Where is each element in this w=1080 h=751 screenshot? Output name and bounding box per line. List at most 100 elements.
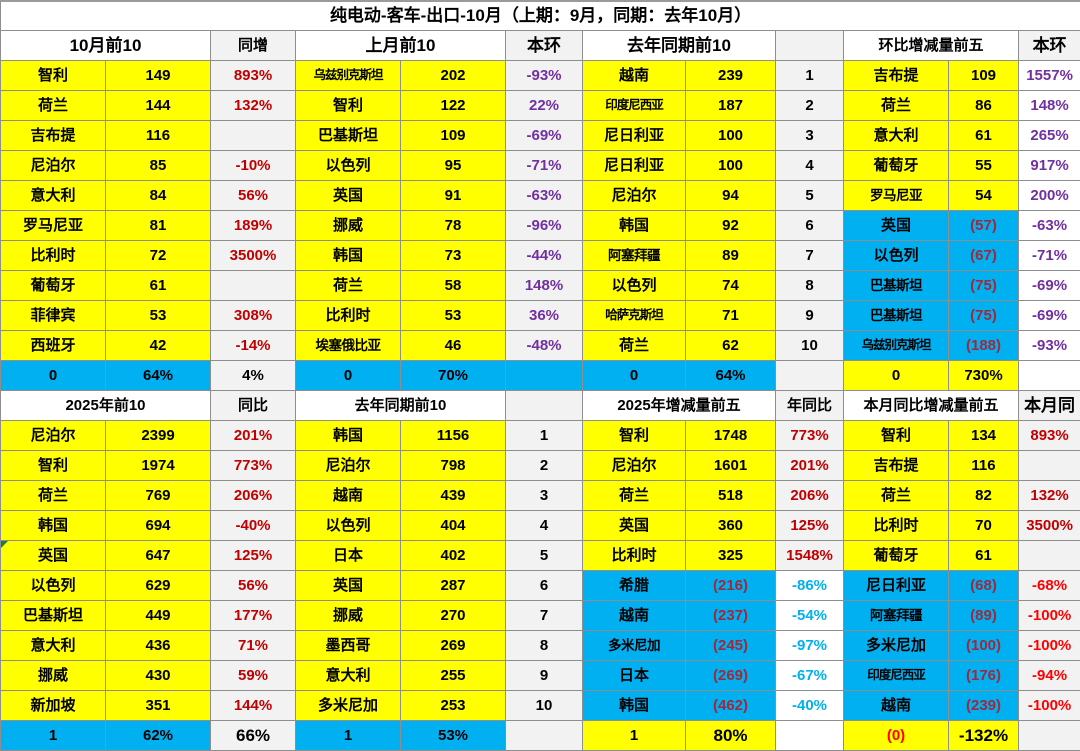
table-row: 巴基斯坦 449 177% 挪威 270 7 越南 (237) -54% 阿塞拜… xyxy=(1,601,1080,631)
total-cell: 53% xyxy=(401,721,506,751)
cell-percent: 206% xyxy=(211,481,296,511)
cell-value: (269) xyxy=(686,661,776,691)
cell-percent: 3500% xyxy=(1019,511,1080,541)
total-cell: 70% xyxy=(401,361,506,391)
cell-percent: -68% xyxy=(1019,571,1080,601)
table-row: 以色列 629 56% 英国 287 6 希腊 (216) -86% 尼日利亚 … xyxy=(1,571,1080,601)
cell-country: 吉布提 xyxy=(844,61,949,91)
cell-country: 巴基斯坦 xyxy=(296,121,401,151)
total-cell: 0 xyxy=(844,361,949,391)
cell-value: (89) xyxy=(949,601,1019,631)
total-cell: 4% xyxy=(211,361,296,391)
cell-percent: 132% xyxy=(211,91,296,121)
cell-percent: 3500% xyxy=(211,241,296,271)
cell-rank: 7 xyxy=(776,241,844,271)
header-month-top10: 10月前10 xyxy=(1,31,211,61)
cell-value: 100 xyxy=(686,121,776,151)
cell-value: (239) xyxy=(949,691,1019,721)
cell-value: 449 xyxy=(106,601,211,631)
cell-value: 187 xyxy=(686,91,776,121)
cell-country: 荷兰 xyxy=(583,331,686,361)
table-row: 尼泊尔 2399 201% 韩国 1156 1 智利 1748 773% 智利 … xyxy=(1,421,1080,451)
cell-percent: 893% xyxy=(1019,421,1080,451)
cell-country: 新加坡 xyxy=(1,691,106,721)
cell-value: 109 xyxy=(401,121,506,151)
header-yoy: 同比 xyxy=(211,391,296,421)
cell-value: 269 xyxy=(401,631,506,661)
cell-country: 罗马尼亚 xyxy=(1,211,106,241)
cell-percent: 56% xyxy=(211,181,296,211)
cell-country: 越南 xyxy=(583,601,686,631)
cell-country: 韩国 xyxy=(583,211,686,241)
cell-country: 西班牙 xyxy=(1,331,106,361)
cell-country: 智利 xyxy=(1,451,106,481)
cell-country: 越南 xyxy=(296,481,401,511)
cell-value: 70 xyxy=(949,511,1019,541)
cell-value: 62 xyxy=(686,331,776,361)
cell-country: 墨西哥 xyxy=(296,631,401,661)
header-year-delta-top5: 2025年增减量前五 xyxy=(583,391,776,421)
cell-value: 53 xyxy=(401,301,506,331)
total-cell: 64% xyxy=(686,361,776,391)
cell-rank: 3 xyxy=(776,121,844,151)
cell-value: 325 xyxy=(686,541,776,571)
cell-country: 吉布提 xyxy=(1,121,106,151)
cell-rank: 5 xyxy=(776,181,844,211)
total-cell: 66% xyxy=(211,721,296,751)
cell-value: 518 xyxy=(686,481,776,511)
cell-value: 351 xyxy=(106,691,211,721)
cell-percent: 773% xyxy=(211,451,296,481)
cell-value: (462) xyxy=(686,691,776,721)
total-cell: 0 xyxy=(1,361,106,391)
cell-value: (216) xyxy=(686,571,776,601)
total-cell: 1 xyxy=(296,721,401,751)
cell-value: 439 xyxy=(401,481,506,511)
cell-value: (237) xyxy=(686,601,776,631)
cell-rank: 9 xyxy=(506,661,583,691)
cell-country: 挪威 xyxy=(1,661,106,691)
cell-percent: -69% xyxy=(506,121,583,151)
cell-country: 以色列 xyxy=(1,571,106,601)
cell-country: 荷兰 xyxy=(583,481,686,511)
cell-rank: 1 xyxy=(776,61,844,91)
cell-country: 韩国 xyxy=(296,241,401,271)
cell-country: 以色列 xyxy=(296,151,401,181)
cell-value: 694 xyxy=(106,511,211,541)
cell-percent: 200% xyxy=(1019,181,1080,211)
table-row: 荷兰 144 132% 智利 122 22% 印度尼西亚 187 2 荷兰 86… xyxy=(1,91,1080,121)
cell-rank: 2 xyxy=(776,91,844,121)
cell-rank: 6 xyxy=(506,571,583,601)
cell-country: 印度尼西亚 xyxy=(844,661,949,691)
cell-percent: 132% xyxy=(1019,481,1080,511)
cell-percent: 773% xyxy=(776,421,844,451)
cell-value: 2399 xyxy=(106,421,211,451)
cell-value: 430 xyxy=(106,661,211,691)
cell-value: 1974 xyxy=(106,451,211,481)
cell-country: 尼泊尔 xyxy=(1,421,106,451)
cell-country: 印度尼西亚 xyxy=(583,91,686,121)
cell-country: 葡萄牙 xyxy=(1,271,106,301)
cell-value: 82 xyxy=(949,481,1019,511)
page-title: 纯电动-客车-出口-10月（上期：9月，同期：去年10月） xyxy=(1,1,1080,31)
cell-country: 智利 xyxy=(844,421,949,451)
cell-country: 荷兰 xyxy=(1,481,106,511)
cell-country: 韩国 xyxy=(296,421,401,451)
cell-value: 1156 xyxy=(401,421,506,451)
cell-percent: 201% xyxy=(776,451,844,481)
header-year-yoy: 年同比 xyxy=(776,391,844,421)
cell-value: 71 xyxy=(686,301,776,331)
cell-country: 智利 xyxy=(296,91,401,121)
cell-percent: -69% xyxy=(1019,301,1080,331)
cell-value: 270 xyxy=(401,601,506,631)
cell-value: (245) xyxy=(686,631,776,661)
cell-rank: 8 xyxy=(776,271,844,301)
cell-percent xyxy=(211,271,296,301)
cell-value: 61 xyxy=(949,541,1019,571)
cell-value: 53 xyxy=(106,301,211,331)
cell-country: 希腊 xyxy=(583,571,686,601)
cell-value: 61 xyxy=(106,271,211,301)
cell-value: 239 xyxy=(686,61,776,91)
cell-country: 荷兰 xyxy=(296,271,401,301)
cell-value: 109 xyxy=(949,61,1019,91)
cell-value: 436 xyxy=(106,631,211,661)
